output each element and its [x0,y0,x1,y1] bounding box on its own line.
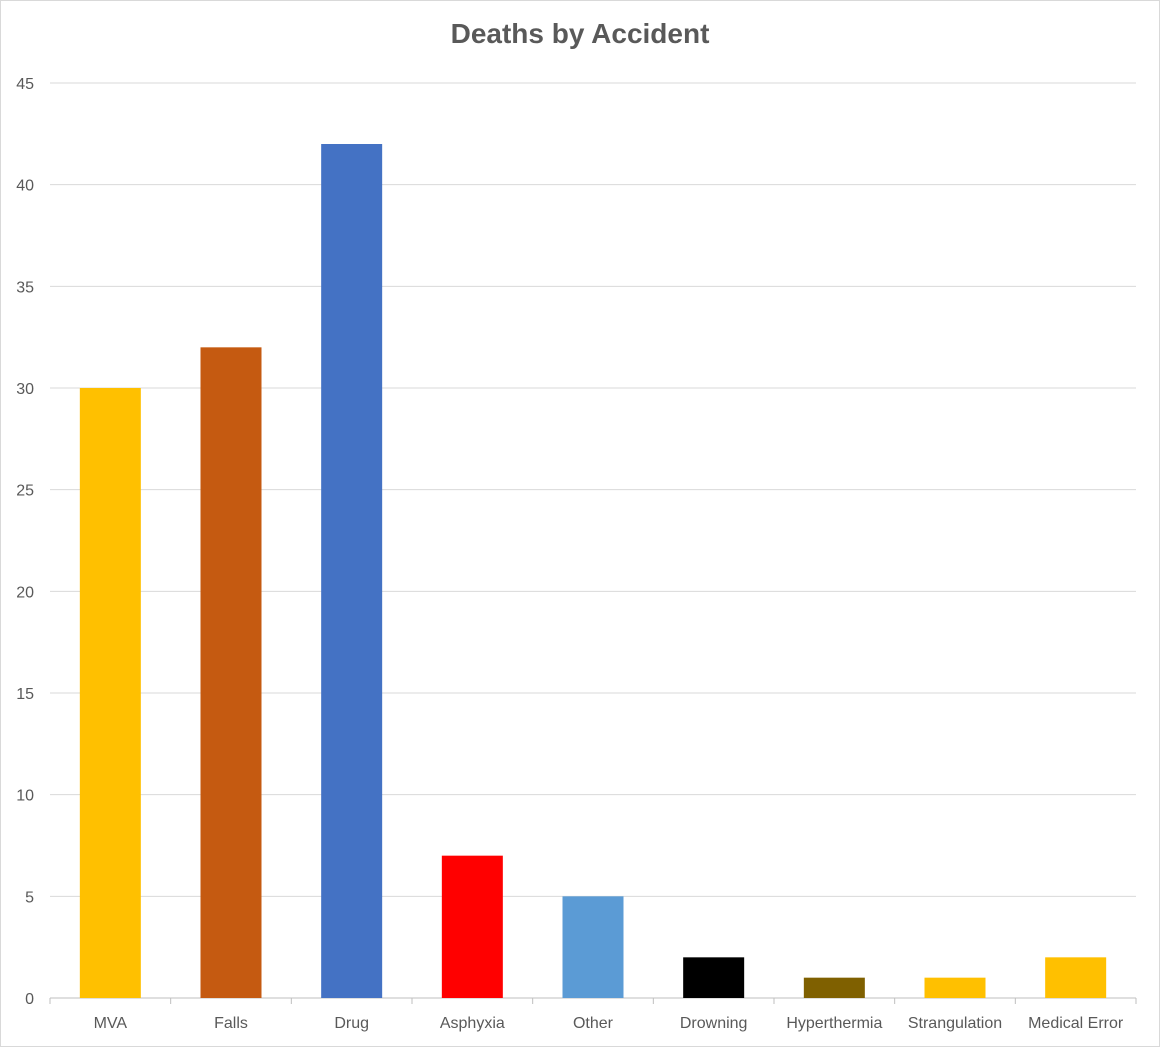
x-category-label: Drug [334,1015,369,1032]
x-category-label: Strangulation [908,1015,1002,1032]
bar-drug [321,144,383,998]
bar-other [562,896,624,998]
y-tick-label: 45 [16,76,34,93]
bar-asphyxia [441,855,503,998]
x-category-label: Drowning [680,1015,748,1032]
y-tick-label: 25 [16,483,34,500]
bar-falls [200,347,262,998]
bar-medical-error [1045,957,1107,998]
bar-mva [79,388,141,998]
bar-hyperthermia [803,977,865,998]
y-tick-label: 5 [25,889,34,906]
y-tick-label: 10 [16,788,34,805]
y-tick-label: 20 [16,584,34,601]
y-tick-label: 40 [16,178,34,195]
x-category-label: Asphyxia [440,1015,505,1032]
x-category-label: Other [573,1015,614,1032]
y-tick-label: 30 [16,381,34,398]
x-category-label: Falls [214,1015,248,1032]
bar-strangulation [924,977,986,998]
y-tick-label: 0 [25,991,34,1008]
x-category-label: Hyperthermia [786,1015,882,1032]
chart-title: Deaths by Accident [450,18,710,49]
y-tick-label: 15 [16,686,34,703]
x-category-label: Medical Error [1028,1015,1124,1032]
x-category-label: MVA [94,1015,128,1032]
bar-drowning [683,957,745,998]
y-tick-label: 35 [16,279,34,296]
